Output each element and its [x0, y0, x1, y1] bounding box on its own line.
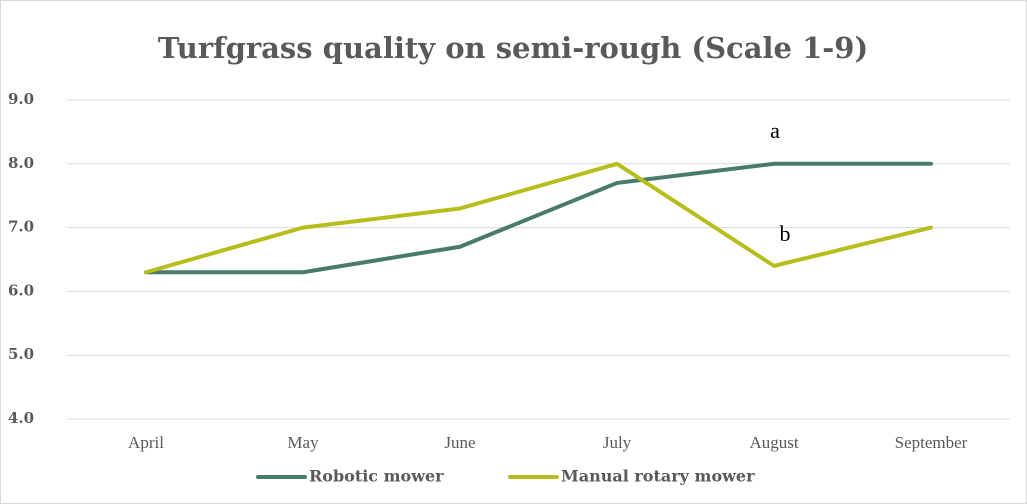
- y-tick-label: 5.0: [8, 345, 34, 363]
- legend-label: Robotic mower: [309, 467, 444, 486]
- y-tick-label: 9.0: [8, 90, 34, 108]
- y-tick-label: 6.0: [8, 281, 34, 299]
- y-tick-label: 8.0: [8, 154, 34, 172]
- legend-label: Manual rotary mower: [561, 467, 755, 486]
- annotation: b: [780, 221, 791, 246]
- x-tick-label: May: [287, 433, 319, 452]
- x-tick-label: August: [749, 433, 798, 452]
- series-line: [144, 161, 933, 275]
- y-tick-label: 4.0: [8, 409, 34, 427]
- y-tick-label: 7.0: [8, 218, 34, 236]
- chart-title: Turfgrass quality on semi-rough (Scale 1…: [158, 31, 868, 65]
- x-tick-label: April: [128, 433, 164, 452]
- annotation: a: [770, 118, 780, 143]
- x-tick-label: June: [444, 433, 475, 452]
- x-tick-label: September: [895, 433, 968, 452]
- series-line: [144, 161, 933, 275]
- x-tick-label: July: [603, 433, 632, 452]
